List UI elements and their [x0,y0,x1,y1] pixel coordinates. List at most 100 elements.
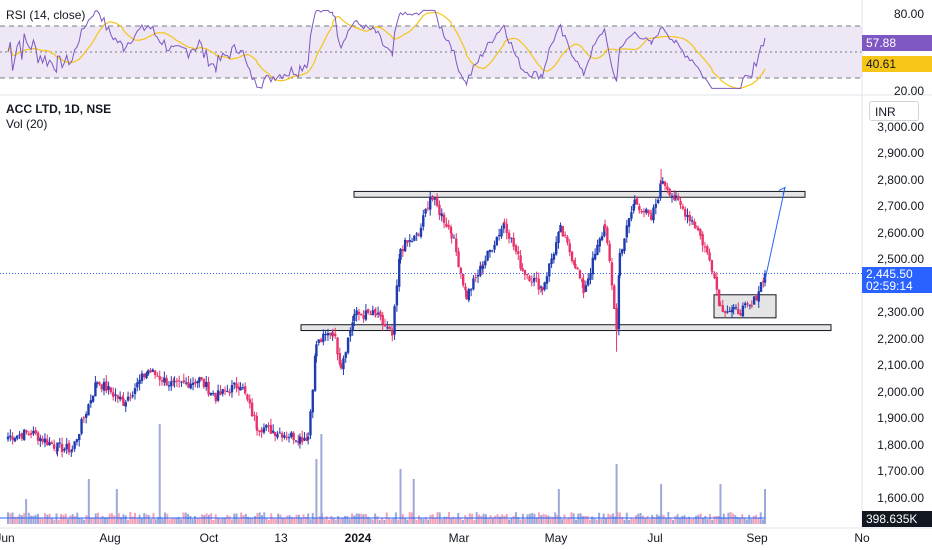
candle-body [78,434,81,441]
candle-body [495,237,499,245]
candle-body [408,240,411,242]
volume-bar [39,517,42,524]
chart-title[interactable]: ACC LTD, 1D, NSE [6,102,112,116]
last-price-value: 2,445.50 [866,267,913,282]
candle-body [89,400,92,404]
volume-bar [651,514,654,524]
candle-body [216,390,220,401]
candle-body [39,437,42,442]
candle-body [744,303,747,306]
candle-body [442,214,446,223]
volume-bar [505,513,508,524]
candle-body [464,286,467,291]
candle-body [650,215,653,220]
volume-bar [23,513,26,524]
volume-bar [315,459,318,524]
candle-body [65,443,68,450]
volume-bar [175,518,178,524]
candle-body [211,393,215,395]
volume-bar [62,514,65,524]
volume-bar [50,518,53,524]
volume-bar [16,516,19,524]
volume-bar [383,519,386,524]
candle-body [608,243,611,261]
candle-body [285,436,288,438]
candle-body [46,439,49,446]
time-tick: 13 [274,531,288,545]
volume-bar [344,516,347,524]
volume-bar [99,517,102,524]
volume-label[interactable]: Vol (20) [6,117,48,131]
volume-bar [371,519,374,524]
candle-body [618,252,622,276]
candle-body [269,424,273,434]
candle-body [116,395,120,399]
volume-bar [251,518,254,524]
candle-body [124,402,127,407]
support-zone[interactable] [300,324,832,332]
volume-bar [226,514,229,524]
volume-bar [685,518,688,524]
candle-body [429,196,432,210]
volume-bar [177,516,180,524]
resistance-zone[interactable] [353,190,806,198]
currency-button[interactable]: INR [869,101,919,121]
volume-bar [445,516,448,524]
candle-body [424,208,427,214]
volume-bar [736,516,739,524]
volume-bar [325,516,328,524]
candle-body [746,303,749,305]
volume-bar [480,515,483,524]
candle-body [165,378,168,386]
candle-body [250,402,254,417]
volume-bar [348,519,351,524]
price-tick: 1,900.00 [877,411,924,425]
volume-bar [235,513,238,524]
candle-body [633,199,636,205]
volume-bar [614,516,617,524]
candle-body [146,370,150,375]
candle-body [94,382,97,397]
volume-bar [491,518,494,524]
candle-body [403,240,407,252]
volume-bar [473,519,476,524]
drawn-zones[interactable] [300,190,832,332]
candle-body [324,334,327,336]
candle-body [41,438,44,442]
volume-bar [374,513,377,524]
candle-body [191,382,195,385]
projection-line[interactable] [764,187,786,281]
volume-bar [103,517,106,524]
volume-bar [692,517,695,524]
candle-body [241,387,245,389]
candle-body [22,429,26,440]
volume-bar [152,513,155,524]
candle-body [267,425,270,427]
volume-bar [671,519,674,524]
candle-body [253,414,256,416]
candle-body [613,285,616,309]
candle-body [60,443,64,452]
candle-body [25,430,28,433]
volume-bar [762,519,765,524]
candle-body [422,215,425,227]
volume-bar [34,514,37,524]
volume-bar [648,518,651,524]
candle-body [364,310,368,320]
candle-body [301,437,304,442]
candle-body [694,225,697,228]
volume-bar [295,514,298,524]
candle-body [726,311,729,313]
volume-bar [120,517,123,524]
volume-bar [750,518,753,524]
candle-body [309,411,312,436]
candle-body [255,415,258,429]
candle-body [603,225,606,237]
volume-bar [595,519,598,524]
projection-arrow[interactable] [764,186,786,281]
volume-bar [757,518,760,524]
candle-body [762,280,765,283]
candle-body [306,436,310,440]
candle-body [440,213,443,217]
